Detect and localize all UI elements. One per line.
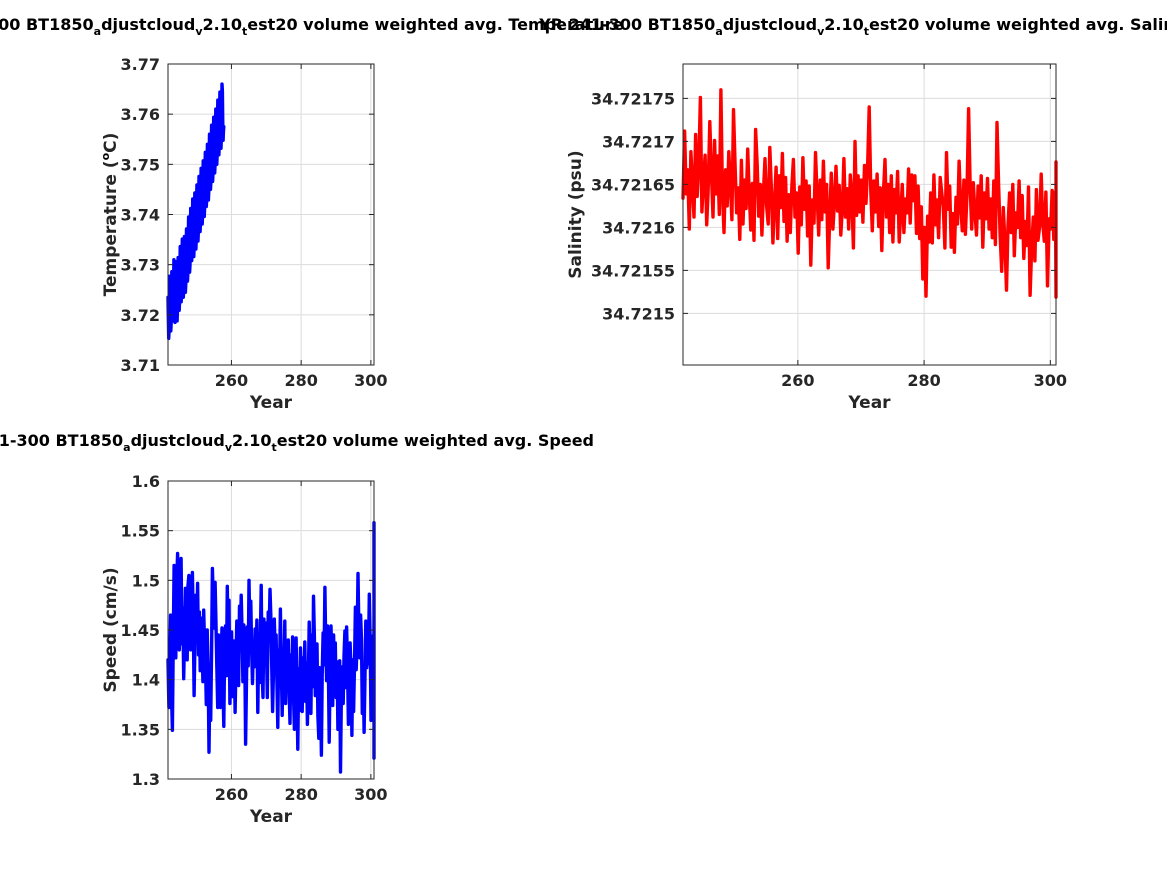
y-tick-label: 1.45 bbox=[121, 621, 160, 640]
chart-title: YR 241-300 BT1850adjustcloudv2.10test20 … bbox=[0, 15, 624, 38]
title-subscript: a bbox=[715, 25, 722, 38]
x-tick-label: 280 bbox=[284, 371, 317, 390]
data-line bbox=[681, 88, 1058, 299]
title-subscript: t bbox=[242, 25, 247, 38]
x-tick-label: 280 bbox=[907, 371, 940, 390]
data-line bbox=[166, 521, 376, 774]
title-subscript: a bbox=[123, 441, 130, 454]
y-axis-label: Salinity (psu) bbox=[566, 150, 586, 278]
title-text: est20 volume weighted avg. Temperature bbox=[247, 15, 623, 34]
y-label-text: C) bbox=[101, 133, 121, 153]
title-text: djustcloud bbox=[723, 15, 817, 34]
title-subscript: t bbox=[272, 441, 277, 454]
y-label-superscript: o bbox=[99, 152, 112, 160]
y-tick-label: 1.55 bbox=[121, 522, 160, 541]
y-tick-label: 3.74 bbox=[121, 206, 160, 225]
title-subscript: v bbox=[225, 441, 233, 454]
title-subscript: v bbox=[195, 25, 203, 38]
salinity-plot: 260 280 300 34.7215 34.72155 34.7216 34.72165 3… bbox=[538, 15, 1167, 413]
title-text: 2.10 bbox=[824, 15, 863, 34]
title-text: YR 241-300 BT1850 bbox=[538, 15, 715, 34]
y-tick-label: 3.71 bbox=[121, 356, 160, 375]
y-axis-label: Speed (cm/s) bbox=[101, 567, 121, 692]
y-tick-label: 1.4 bbox=[132, 671, 160, 690]
title-text: djustcloud bbox=[131, 431, 225, 450]
title-text: est20 volume weighted avg. Salinity bbox=[869, 15, 1167, 34]
axes-frame bbox=[682, 63, 1057, 366]
title-subscript: t bbox=[864, 25, 869, 38]
y-tick-label: 3.76 bbox=[121, 105, 160, 124]
temperature-plot: 260 280 300 3.71 3.72 3.73 3.74 3.75 3.76 3.77 Yea… bbox=[0, 15, 624, 413]
y-label-text: Temperature ( bbox=[101, 160, 121, 296]
title-text: 2.10 bbox=[232, 431, 271, 450]
chart-title: YR 241-300 BT1850adjustcloudv2.10test20 … bbox=[0, 431, 594, 454]
y-tick-label: 3.73 bbox=[121, 256, 160, 275]
y-tick-label: 34.7216 bbox=[602, 218, 675, 237]
y-tick-label: 3.77 bbox=[121, 55, 160, 74]
x-tick-label: 260 bbox=[781, 371, 814, 390]
y-tick-label: 1.5 bbox=[132, 571, 160, 590]
y-tick-label: 1.35 bbox=[121, 720, 160, 739]
y-tick-label: 34.72165 bbox=[591, 175, 675, 194]
y-tick-label: 1.3 bbox=[132, 770, 160, 789]
x-axis-label: Year bbox=[249, 393, 293, 413]
x-tick-label: 280 bbox=[284, 785, 317, 804]
x-tick-label: 260 bbox=[215, 371, 248, 390]
y-tick-label: 34.72175 bbox=[591, 89, 675, 108]
y-tick-label: 1.6 bbox=[132, 472, 160, 491]
x-axis-label: Year bbox=[847, 393, 891, 413]
y-tick-label: 3.72 bbox=[121, 306, 160, 325]
title-subscript: v bbox=[817, 25, 825, 38]
title-subscript: a bbox=[94, 25, 101, 38]
x-tick-label: 260 bbox=[215, 785, 248, 804]
x-tick-label: 300 bbox=[1034, 371, 1067, 390]
y-tick-label: 34.7217 bbox=[602, 132, 675, 151]
y-tick-label: 3.75 bbox=[121, 155, 160, 174]
y-axis-label: Temperature (oC) bbox=[99, 133, 121, 297]
chart-title: YR 241-300 BT1850adjustcloudv2.10test20 … bbox=[538, 15, 1167, 38]
y-tick-label: 34.7215 bbox=[602, 304, 675, 323]
y-tick-label: 34.72155 bbox=[591, 261, 675, 280]
title-text: 2.10 bbox=[203, 15, 242, 34]
title-text: djustcloud bbox=[101, 15, 195, 34]
data-line bbox=[166, 82, 226, 341]
x-axis-label: Year bbox=[249, 807, 293, 827]
x-tick-label: 300 bbox=[354, 785, 387, 804]
title-text: est20 volume weighted avg. Speed bbox=[277, 431, 594, 450]
speed-plot: 260 280 300 1.3 1.35 1.4 1.45 1.5 1.55 1.6 Year Spe… bbox=[0, 431, 594, 827]
x-tick-label: 300 bbox=[354, 371, 387, 390]
title-text: YR 241-300 BT1850 bbox=[0, 15, 94, 34]
title-text: YR 241-300 BT1850 bbox=[0, 431, 123, 450]
